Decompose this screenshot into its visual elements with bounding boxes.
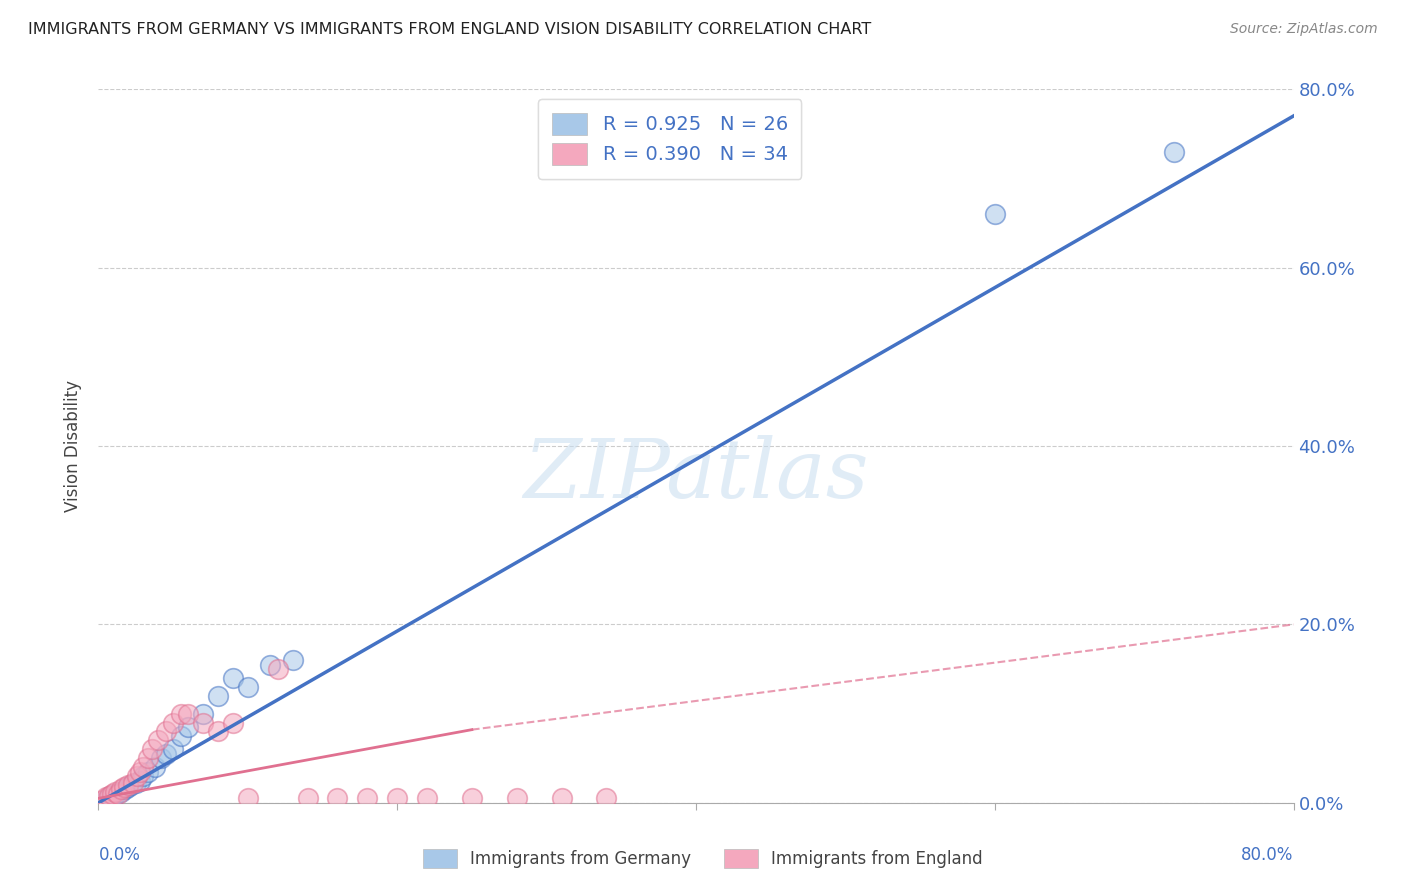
Point	[136, 764, 159, 779]
Point	[143, 760, 166, 774]
Point	[222, 671, 245, 685]
Point	[104, 785, 127, 799]
Point	[281, 653, 304, 667]
Text: ZIPatlas: ZIPatlas	[523, 434, 869, 515]
Legend: R = 0.925   N = 26, R = 0.390   N = 34: R = 0.925 N = 26, R = 0.390 N = 34	[538, 99, 801, 178]
Point	[132, 760, 155, 774]
Text: 0.0%: 0.0%	[98, 846, 141, 863]
Point	[103, 791, 125, 805]
Point	[169, 706, 191, 721]
Point	[385, 791, 409, 805]
Point	[222, 715, 245, 730]
Point	[127, 769, 149, 783]
Point	[120, 778, 142, 792]
Point	[207, 689, 229, 703]
Point	[100, 789, 122, 803]
Point	[326, 791, 349, 805]
Point	[107, 787, 129, 801]
Point	[155, 747, 177, 761]
Point	[416, 791, 439, 805]
Point	[297, 791, 319, 805]
Point	[155, 724, 177, 739]
Point	[129, 773, 152, 788]
Point	[356, 791, 378, 805]
Text: Source: ZipAtlas.com: Source: ZipAtlas.com	[1230, 22, 1378, 37]
Point	[191, 706, 214, 721]
Text: 80.0%: 80.0%	[1241, 846, 1294, 863]
Point	[984, 207, 1007, 221]
Point	[177, 706, 200, 721]
Point	[105, 787, 128, 801]
Point	[191, 715, 214, 730]
Point	[132, 769, 155, 783]
Point	[595, 791, 617, 805]
Point	[461, 791, 484, 805]
Point	[177, 720, 200, 734]
Point	[117, 778, 139, 792]
Point	[94, 790, 117, 805]
Point	[110, 785, 132, 799]
Point	[117, 780, 139, 794]
Point	[267, 662, 290, 676]
Point	[125, 776, 148, 790]
Point	[91, 793, 114, 807]
Point	[236, 791, 259, 805]
Y-axis label: Vision Disability: Vision Disability	[65, 380, 83, 512]
Point	[112, 780, 135, 794]
Point	[169, 729, 191, 743]
Point	[148, 733, 170, 747]
Point	[259, 657, 281, 672]
Point	[207, 724, 229, 739]
Point	[121, 776, 143, 790]
Point	[141, 742, 163, 756]
Point	[162, 715, 184, 730]
Point	[114, 782, 136, 797]
Point	[97, 789, 120, 803]
Point	[236, 680, 259, 694]
Point	[110, 782, 132, 797]
Point	[136, 751, 159, 765]
Legend: Immigrants from Germany, Immigrants from England: Immigrants from Germany, Immigrants from…	[416, 843, 990, 875]
Point	[162, 742, 184, 756]
Point	[101, 787, 124, 801]
Point	[129, 764, 152, 779]
Point	[94, 793, 117, 807]
Point	[1163, 145, 1185, 159]
Point	[506, 791, 529, 805]
Text: IMMIGRANTS FROM GERMANY VS IMMIGRANTS FROM ENGLAND VISION DISABILITY CORRELATION: IMMIGRANTS FROM GERMANY VS IMMIGRANTS FR…	[28, 22, 872, 37]
Point	[550, 791, 572, 805]
Point	[150, 751, 173, 765]
